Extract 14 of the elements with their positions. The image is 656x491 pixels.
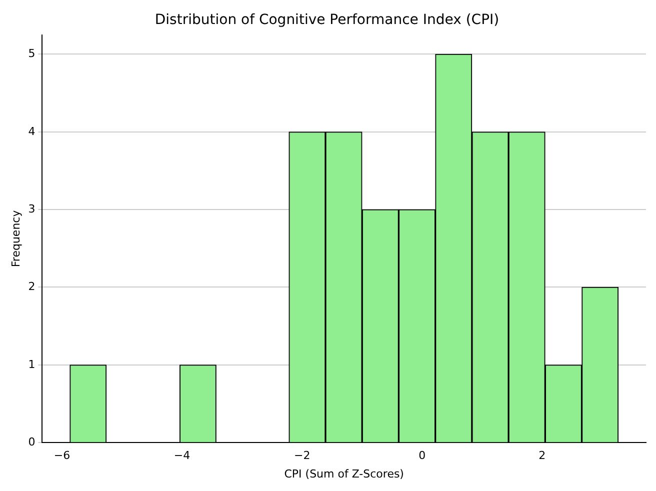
x-tick-label: −6 xyxy=(54,449,70,462)
chart-title: Distribution of Cognitive Performance Index (CPI) xyxy=(154,12,500,28)
y-tick-label: 0 xyxy=(28,435,36,448)
x-tick-label: 0 xyxy=(418,449,426,462)
y-tick-label: 1 xyxy=(28,358,36,371)
x-axis-title: CPI (Sum of Z-Scores) xyxy=(284,467,404,480)
x-tick-label: 2 xyxy=(538,449,546,462)
y-tick-label: 3 xyxy=(28,202,36,216)
x-tick-label: −2 xyxy=(294,449,310,462)
y-tick-label: 4 xyxy=(28,124,36,138)
y-tick-label: 5 xyxy=(28,47,36,60)
y-tick-label: 2 xyxy=(28,280,36,294)
x-tick-label: −4 xyxy=(174,449,190,462)
y-axis-title: Frequency xyxy=(9,210,22,268)
